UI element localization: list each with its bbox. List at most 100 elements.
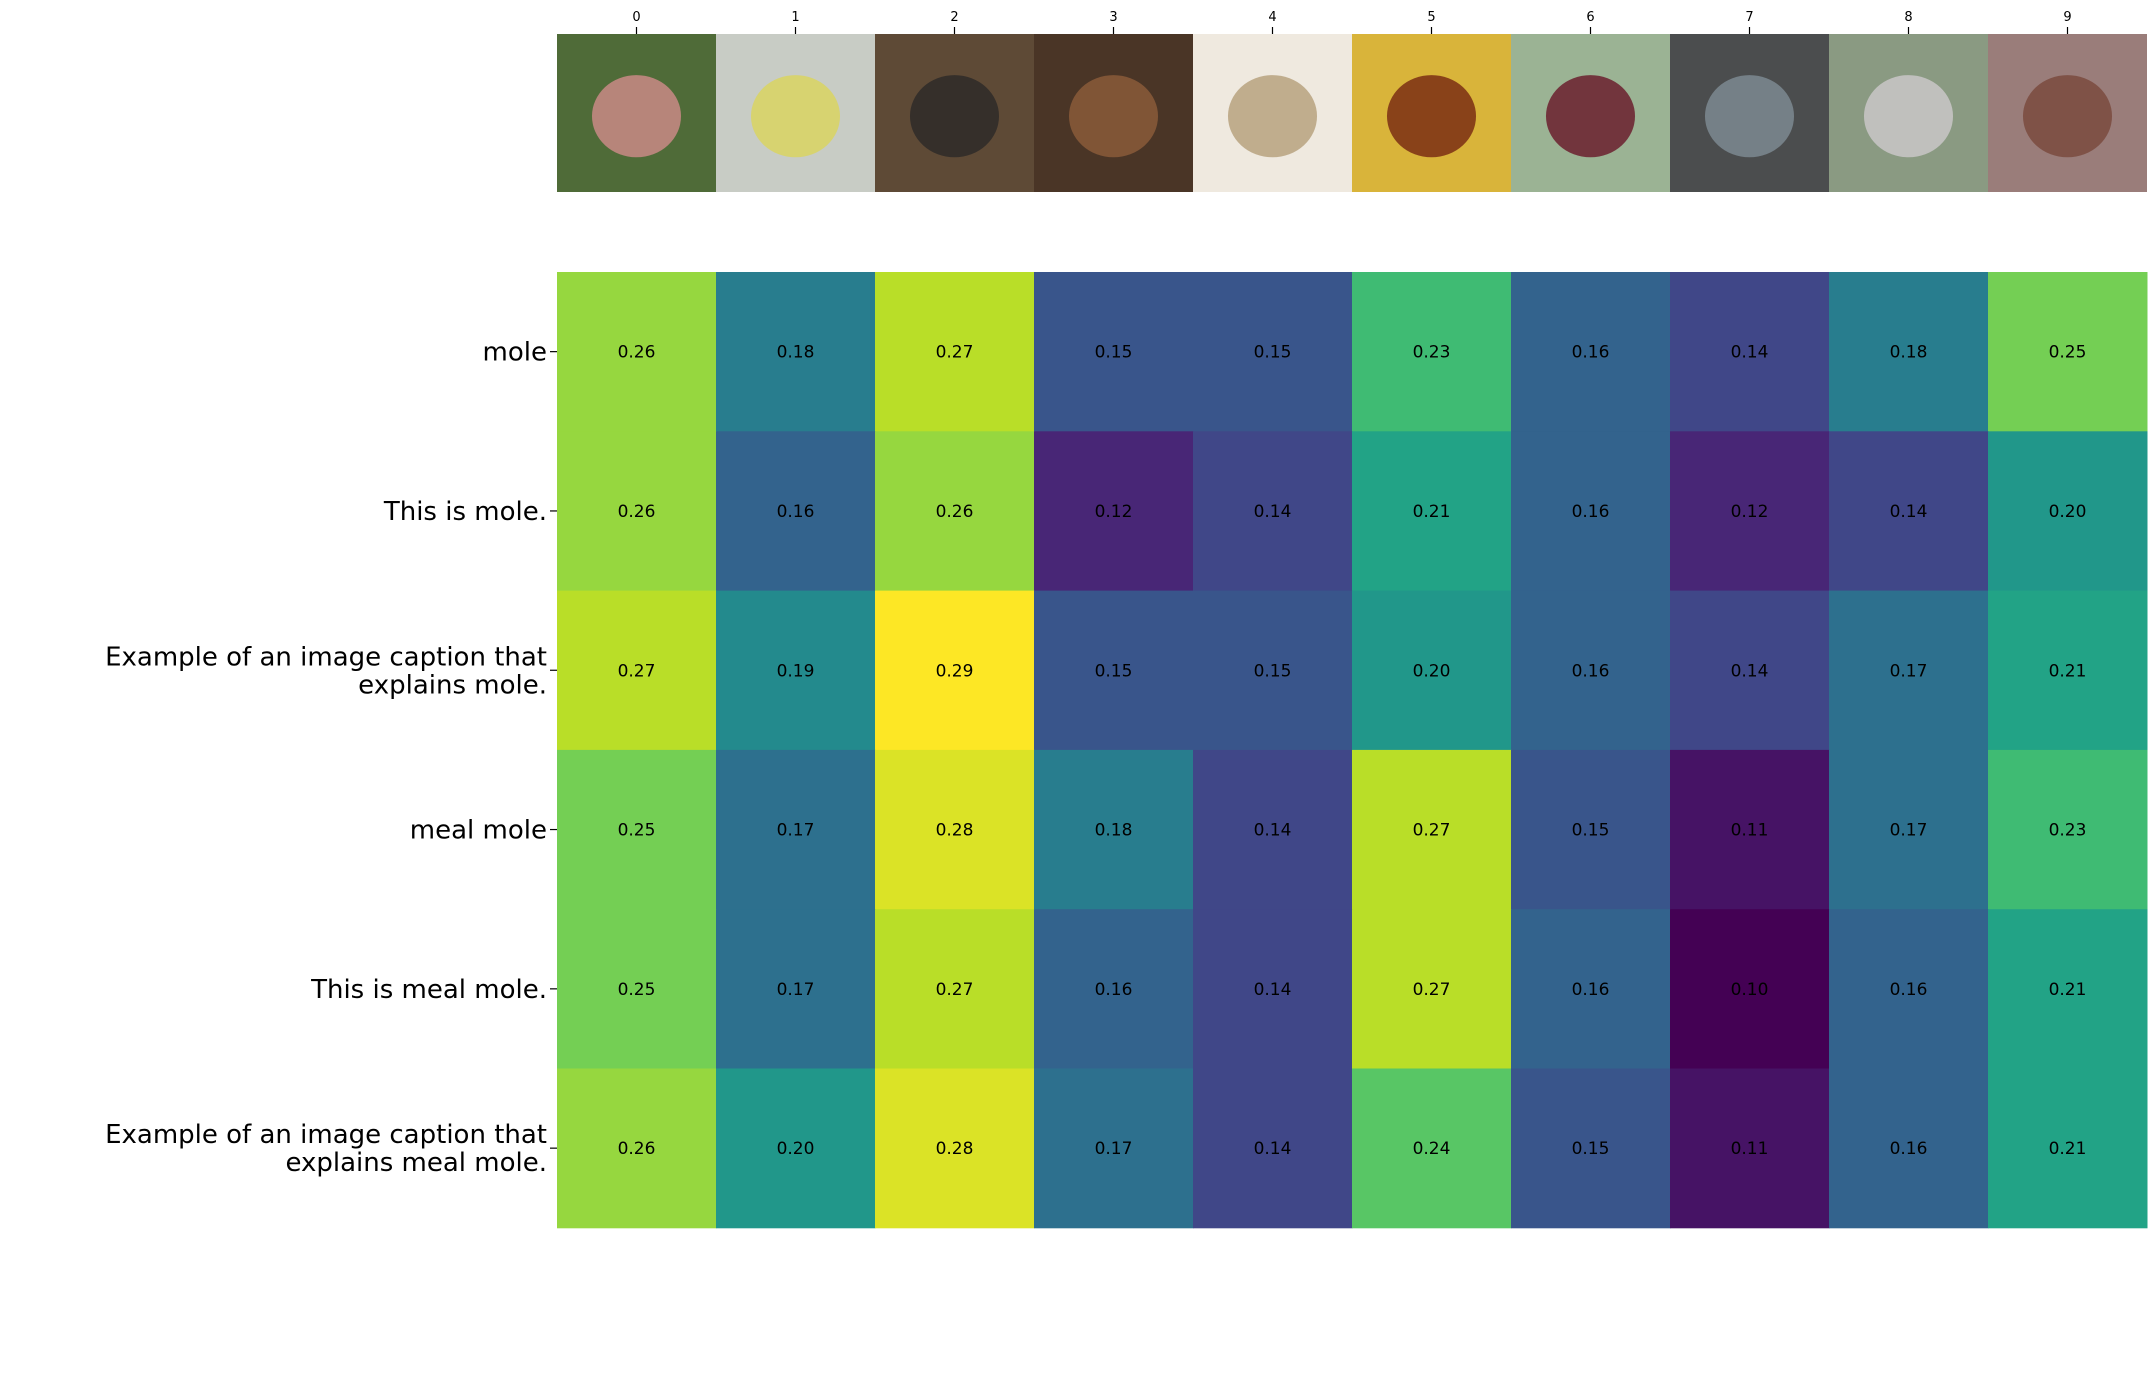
heatmap-cell bbox=[1352, 909, 1512, 1069]
cell-value-label: 0.27 bbox=[936, 980, 974, 1000]
heatmap-cell bbox=[1988, 909, 2148, 1069]
thumbnail-subject bbox=[1386, 75, 1477, 158]
row-label: explains meal mole. bbox=[285, 1148, 547, 1178]
heatmap-cell bbox=[1193, 749, 1353, 910]
glass-mug-tea-photo bbox=[1511, 34, 1670, 192]
cell-value-label: 0.26 bbox=[618, 502, 656, 522]
cell-value-label: 0.17 bbox=[1095, 1139, 1133, 1159]
heatmap-cell bbox=[875, 431, 1035, 592]
tall-grass-photo bbox=[1829, 34, 1988, 192]
heatmap-cell bbox=[1670, 590, 1830, 751]
heatmap-cell bbox=[1988, 272, 2148, 432]
heatmap-cell bbox=[716, 272, 876, 432]
heatmap-cell bbox=[875, 1068, 1035, 1229]
heatmap-cell bbox=[1829, 431, 1989, 592]
column-tick-label: 9 bbox=[2063, 10, 2071, 25]
cell-value-label: 0.27 bbox=[1413, 980, 1451, 1000]
heatmap-cell bbox=[1352, 590, 1512, 751]
column-tick-label: 0 bbox=[632, 10, 640, 25]
cell-value-label: 0.16 bbox=[1890, 1139, 1928, 1159]
column-tick-label: 2 bbox=[950, 10, 958, 25]
heatmap-cell bbox=[1988, 590, 2148, 751]
cell-value-label: 0.16 bbox=[777, 502, 815, 522]
heatmap-cell bbox=[1193, 590, 1353, 751]
citrus-fruit-photo bbox=[716, 34, 875, 192]
cell-value-label: 0.25 bbox=[618, 821, 656, 841]
heatmap-cell bbox=[716, 590, 876, 751]
heatmap-cell bbox=[1034, 590, 1194, 751]
cell-value-label: 0.23 bbox=[1413, 343, 1451, 363]
cell-value-label: 0.14 bbox=[1254, 821, 1292, 841]
heatmap-cell bbox=[1193, 272, 1353, 432]
cell-value-label: 0.15 bbox=[1254, 661, 1292, 681]
cell-value-label: 0.20 bbox=[777, 1139, 815, 1159]
heatmap-cell bbox=[557, 272, 717, 432]
row-label: mole bbox=[483, 338, 547, 368]
heatmap-cell bbox=[1193, 909, 1353, 1069]
row-label: This is meal mole. bbox=[310, 975, 547, 1005]
column-tick-label: 5 bbox=[1427, 10, 1435, 25]
thumbnail-subject bbox=[591, 75, 682, 158]
heatmap-cell bbox=[716, 749, 876, 910]
row-label: Example of an image caption that bbox=[105, 642, 547, 672]
heatmap-cell bbox=[1352, 272, 1512, 432]
mole-on-soil-photo bbox=[875, 34, 1034, 192]
column-tick-label: 1 bbox=[791, 10, 799, 25]
heatmap-cell bbox=[875, 272, 1035, 432]
cell-value-label: 0.26 bbox=[936, 502, 974, 522]
heatmap-cell bbox=[1034, 272, 1194, 432]
cell-value-label: 0.11 bbox=[1731, 821, 1769, 841]
cell-value-label: 0.15 bbox=[1095, 661, 1133, 681]
heatmap-cell bbox=[1670, 431, 1830, 592]
cell-value-label: 0.25 bbox=[618, 980, 656, 1000]
thumbnail-subject bbox=[1227, 75, 1318, 158]
cell-value-label: 0.27 bbox=[618, 661, 656, 681]
heatmap-cell bbox=[1829, 590, 1989, 751]
market-painting-photo bbox=[1034, 34, 1193, 192]
heatmap-cell bbox=[1511, 909, 1671, 1069]
row-label: Example of an image caption that bbox=[105, 1120, 547, 1150]
cell-value-label: 0.21 bbox=[1413, 502, 1451, 522]
heatmap-cell bbox=[1670, 749, 1830, 910]
cell-value-label: 0.14 bbox=[1890, 502, 1928, 522]
heatmap-cell bbox=[1988, 1068, 2148, 1229]
cell-value-label: 0.12 bbox=[1731, 502, 1769, 522]
heatmap-cell bbox=[1511, 590, 1671, 751]
row-labels: mole This is mole. Example of an image cap… bbox=[105, 338, 557, 1178]
cell-value-label: 0.16 bbox=[1890, 980, 1928, 1000]
heatmap-cell bbox=[716, 909, 876, 1069]
cell-value-label: 0.15 bbox=[1254, 343, 1292, 363]
thumbnail-subject bbox=[1863, 75, 1954, 158]
heatmap-cell bbox=[875, 590, 1035, 751]
cell-value-label: 0.14 bbox=[1731, 343, 1769, 363]
heatmap-cell bbox=[1670, 909, 1830, 1069]
heatmap-cell bbox=[1511, 1068, 1671, 1229]
cell-value-label: 0.27 bbox=[1413, 821, 1451, 841]
cell-value-label: 0.14 bbox=[1731, 661, 1769, 681]
cell-value-label: 0.18 bbox=[1890, 343, 1928, 363]
cell-value-label: 0.16 bbox=[1572, 980, 1610, 1000]
cell-value-label: 0.16 bbox=[1095, 980, 1133, 1000]
cell-value-label: 0.21 bbox=[2049, 661, 2087, 681]
heatmap-cell bbox=[716, 1068, 876, 1229]
heatmap-cell bbox=[1034, 431, 1194, 592]
cell-value-label: 0.14 bbox=[1254, 1139, 1292, 1159]
heatmap-cell bbox=[557, 1068, 717, 1229]
cell-value-label: 0.17 bbox=[777, 980, 815, 1000]
heatmap-cell bbox=[1352, 1068, 1512, 1229]
cell-value-label: 0.17 bbox=[1890, 661, 1928, 681]
heatmap-cell bbox=[1670, 272, 1830, 432]
cell-value-label: 0.15 bbox=[1572, 821, 1610, 841]
cell-value-label: 0.20 bbox=[1413, 661, 1451, 681]
heatmap-cell bbox=[1511, 749, 1671, 910]
cell-value-label: 0.15 bbox=[1095, 343, 1133, 363]
heatmap-cell bbox=[1511, 431, 1671, 592]
column-tick-labels: 0 1 2 3 4 5 6 7 8 9 bbox=[632, 10, 2072, 34]
heatmap-cell bbox=[1829, 272, 1989, 432]
cell-value-label: 0.26 bbox=[618, 343, 656, 363]
row-label: This is mole. bbox=[383, 497, 547, 527]
coffee-sack-photo bbox=[1193, 34, 1352, 192]
thumbnail-subject bbox=[2022, 75, 2113, 158]
heatmap-cell bbox=[557, 590, 717, 751]
cell-value-label: 0.18 bbox=[1095, 821, 1133, 841]
